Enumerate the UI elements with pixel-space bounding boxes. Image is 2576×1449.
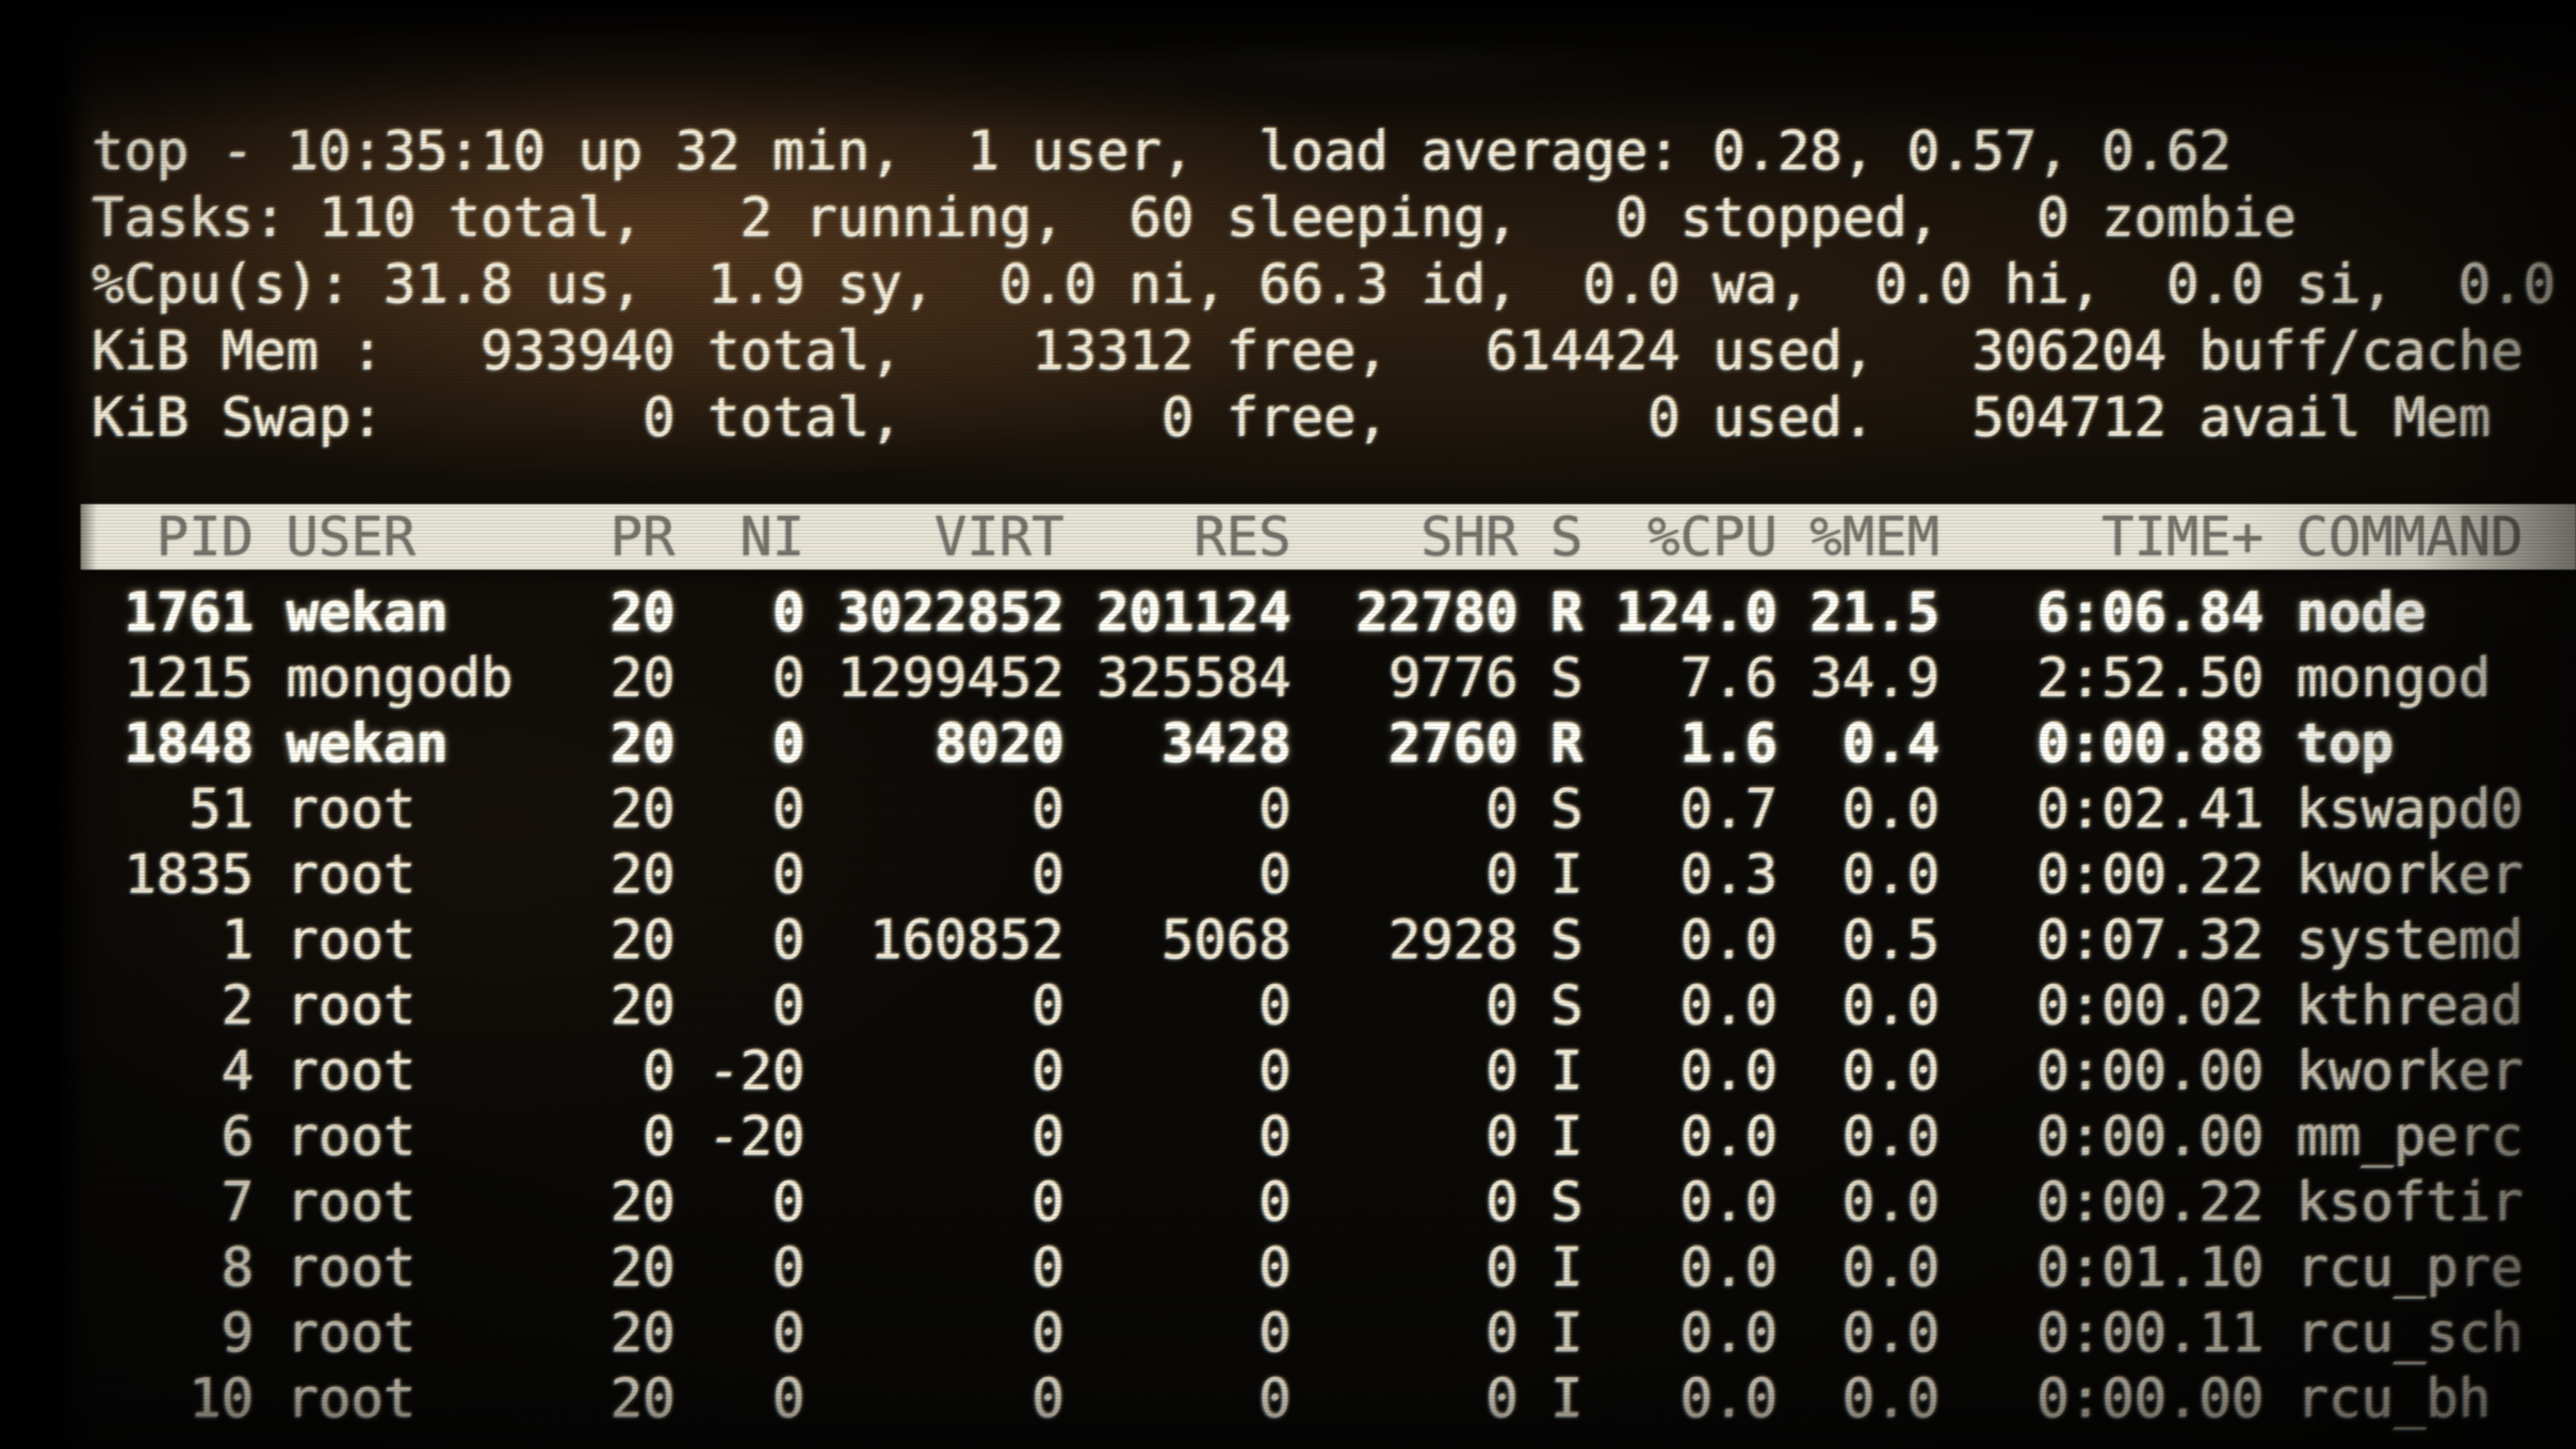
- process-row: 4 root 0 -20 0 0 0 I 0.0 0.0 0:00.00 kwo…: [92, 1039, 2523, 1102]
- summary-line-swap: KiB Swap: 0 total, 0 free, 0 used. 50471…: [92, 386, 2491, 449]
- process-row: 7 root 20 0 0 0 0 S 0.0 0.0 0:00.22 ksof…: [92, 1170, 2523, 1233]
- process-row: 6 root 0 -20 0 0 0 I 0.0 0.0 0:00.00 mm_…: [92, 1105, 2523, 1168]
- process-table-rows: 1761 wekan 20 0 3022852 201124 22780 R 1…: [92, 580, 2576, 1431]
- summary-table-gap: [92, 451, 2576, 504]
- process-row: 1761 wekan 20 0 3022852 201124 22780 R 1…: [92, 581, 2426, 643]
- process-row: 8 root 20 0 0 0 0 I 0.0 0.0 0:01.10 rcu_…: [92, 1236, 2523, 1299]
- process-table-header: PID USER PR NI VIRT RES SHR S %CPU %MEM …: [80, 504, 2576, 570]
- process-row: 10 root 20 0 0 0 0 I 0.0 0.0 0:00.00 rcu…: [92, 1367, 2491, 1430]
- process-row: 51 root 20 0 0 0 0 S 0.7 0.0 0:02.41 ksw…: [92, 777, 2523, 840]
- process-row: 1835 root 20 0 0 0 0 I 0.3 0.0 0:00.22 k…: [92, 843, 2523, 905]
- summary-line-uptime: top - 10:35:10 up 32 min, 1 user, load a…: [92, 119, 2232, 182]
- process-row: 2 root 20 0 0 0 0 S 0.0 0.0 0:00.02 kthr…: [92, 974, 2523, 1037]
- process-row: 1848 wekan 20 0 8020 3428 2760 R 1.6 0.4…: [92, 712, 2394, 774]
- process-row: 9 root 20 0 0 0 0 I 0.0 0.0 0:00.11 rcu_…: [92, 1301, 2523, 1364]
- summary-line-tasks: Tasks: 110 total, 2 running, 60 sleeping…: [92, 186, 2297, 249]
- summary-line-cpu: %Cpu(s): 31.8 us, 1.9 sy, 0.0 ni, 66.3 i…: [92, 253, 2576, 315]
- terminal-output: top - 10:35:10 up 32 min, 1 user, load a…: [80, 0, 2576, 1449]
- top-summary: top - 10:35:10 up 32 min, 1 user, load a…: [92, 118, 2576, 451]
- process-table-header-text: PID USER PR NI VIRT RES SHR S %CPU %MEM …: [92, 505, 2523, 568]
- process-row: 1215 mongodb 20 0 1299452 325584 9776 S …: [92, 646, 2491, 709]
- summary-line-mem: KiB Mem : 933940 total, 13312 free, 6144…: [92, 319, 2523, 382]
- process-row: 1 root 20 0 160852 5068 2928 S 0.0 0.5 0…: [92, 908, 2523, 971]
